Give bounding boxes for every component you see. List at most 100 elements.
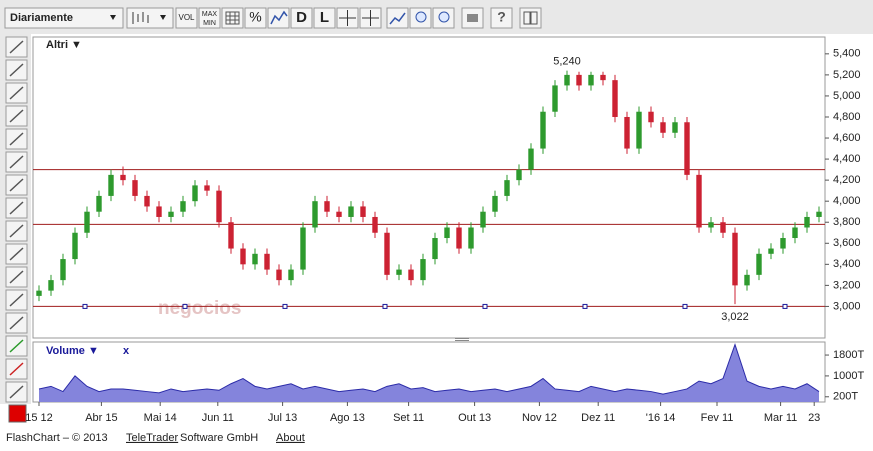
candle-body [324, 201, 330, 212]
percent-text: % [249, 9, 261, 25]
y-tick-label: 3,200 [833, 279, 861, 291]
candle-body [516, 169, 522, 181]
color-picker[interactable] [8, 404, 27, 423]
footer-about[interactable]: About [276, 432, 305, 444]
candle-body [456, 227, 462, 249]
extreme-label: 5,240 [553, 56, 581, 68]
candle-body [240, 248, 246, 265]
y-tick-label: 4,000 [833, 195, 861, 207]
candle-body [732, 232, 738, 286]
watermark: negocios [158, 298, 241, 319]
x-tick-label: Jul 13 [268, 412, 297, 424]
tool-icon [9, 201, 24, 215]
x-tick-label: Abr 15 [85, 412, 117, 424]
price-pane [32, 36, 826, 339]
maxmin-button[interactable] [198, 7, 221, 29]
x-tick-label: Out 13 [458, 412, 491, 424]
help-button[interactable] [490, 7, 513, 29]
period-select[interactable] [4, 7, 124, 29]
extreme-label: 3,022 [721, 311, 749, 323]
footer-copyright: FlashChart – © 2013 [6, 432, 108, 444]
candle-body [264, 253, 270, 270]
tool-icon [9, 339, 24, 353]
candle-body [612, 80, 618, 117]
compare-button[interactable] [267, 7, 290, 29]
line-handle [682, 303, 688, 309]
candle-body [600, 74, 606, 81]
candle-body [576, 74, 582, 86]
zoom-in-icon [438, 11, 450, 23]
tool-icon [9, 224, 24, 238]
candle-body [492, 195, 498, 212]
candle-body [144, 195, 150, 207]
y-tick-label: 5,400 [833, 48, 861, 60]
y-tick-label: 1000T [833, 370, 864, 382]
candle-body [564, 74, 570, 86]
candle-body [108, 174, 114, 196]
y-tick-label: 5,200 [833, 69, 861, 81]
y-tick-label: 4,800 [833, 111, 861, 123]
candle-body [528, 148, 534, 170]
candle-body [132, 180, 138, 196]
y-tick-label: 4,400 [833, 153, 861, 165]
candle-body [72, 232, 78, 260]
x-tick-label: Set 11 [393, 412, 424, 424]
candle-body [792, 227, 798, 239]
candle-body [300, 227, 306, 270]
line-handle [182, 303, 188, 309]
tool-icon [9, 362, 24, 376]
vol-button[interactable] [175, 7, 198, 29]
tool-icon [9, 132, 24, 146]
candle-body [684, 122, 690, 175]
volume-title: Volume ▼ [46, 345, 99, 357]
candle-body [360, 206, 366, 217]
x-tick-label: Dez 11 [581, 412, 615, 424]
candle-body [672, 122, 678, 133]
l-button[interactable] [313, 7, 336, 29]
candle-body [84, 211, 90, 233]
d-text: D [296, 9, 307, 26]
d-button[interactable] [290, 7, 313, 29]
candle-body [204, 185, 210, 191]
line-handle [782, 303, 788, 309]
y-tick-label: 4,200 [833, 174, 861, 186]
candle-body [252, 253, 258, 265]
candle-body [768, 248, 774, 254]
chart-type-select[interactable] [126, 7, 174, 29]
volume-area [39, 344, 819, 402]
x-tick-label: 15 12 [25, 412, 53, 424]
y-tick-label: 200T [833, 391, 858, 403]
candle-body [636, 111, 642, 149]
tool-icon [9, 155, 24, 169]
period-text: Diariamente [10, 12, 73, 24]
grid-icon [225, 11, 240, 25]
candle-icon [132, 12, 149, 24]
splitter [455, 338, 469, 341]
percent-button[interactable] [244, 7, 267, 29]
zoom-out-icon [415, 11, 427, 23]
candle-body [744, 274, 750, 286]
candle-body [540, 111, 546, 149]
zoom-button[interactable] [386, 7, 409, 29]
candle-body [648, 111, 654, 123]
candle-body [720, 222, 726, 233]
dropdown-arrow [110, 15, 116, 20]
price-title: Altri ▼ [46, 39, 82, 51]
candle-body [396, 269, 402, 275]
book-icon [523, 11, 538, 25]
side-toolbar [5, 36, 28, 403]
compare-icon [270, 10, 288, 25]
volume-close[interactable]: x [123, 345, 130, 357]
grid-button[interactable] [221, 7, 244, 29]
candle-body [384, 232, 390, 275]
y-tick-label: 3,000 [833, 300, 861, 312]
candle-body [156, 206, 162, 217]
candle-body [804, 216, 810, 228]
candle-body [408, 269, 414, 281]
footer-company[interactable]: TeleTrader [126, 432, 179, 444]
tool-icon [9, 247, 24, 261]
vol-text: VOL [178, 13, 195, 22]
crosshair-icon [339, 10, 356, 26]
candle-body [480, 211, 486, 228]
